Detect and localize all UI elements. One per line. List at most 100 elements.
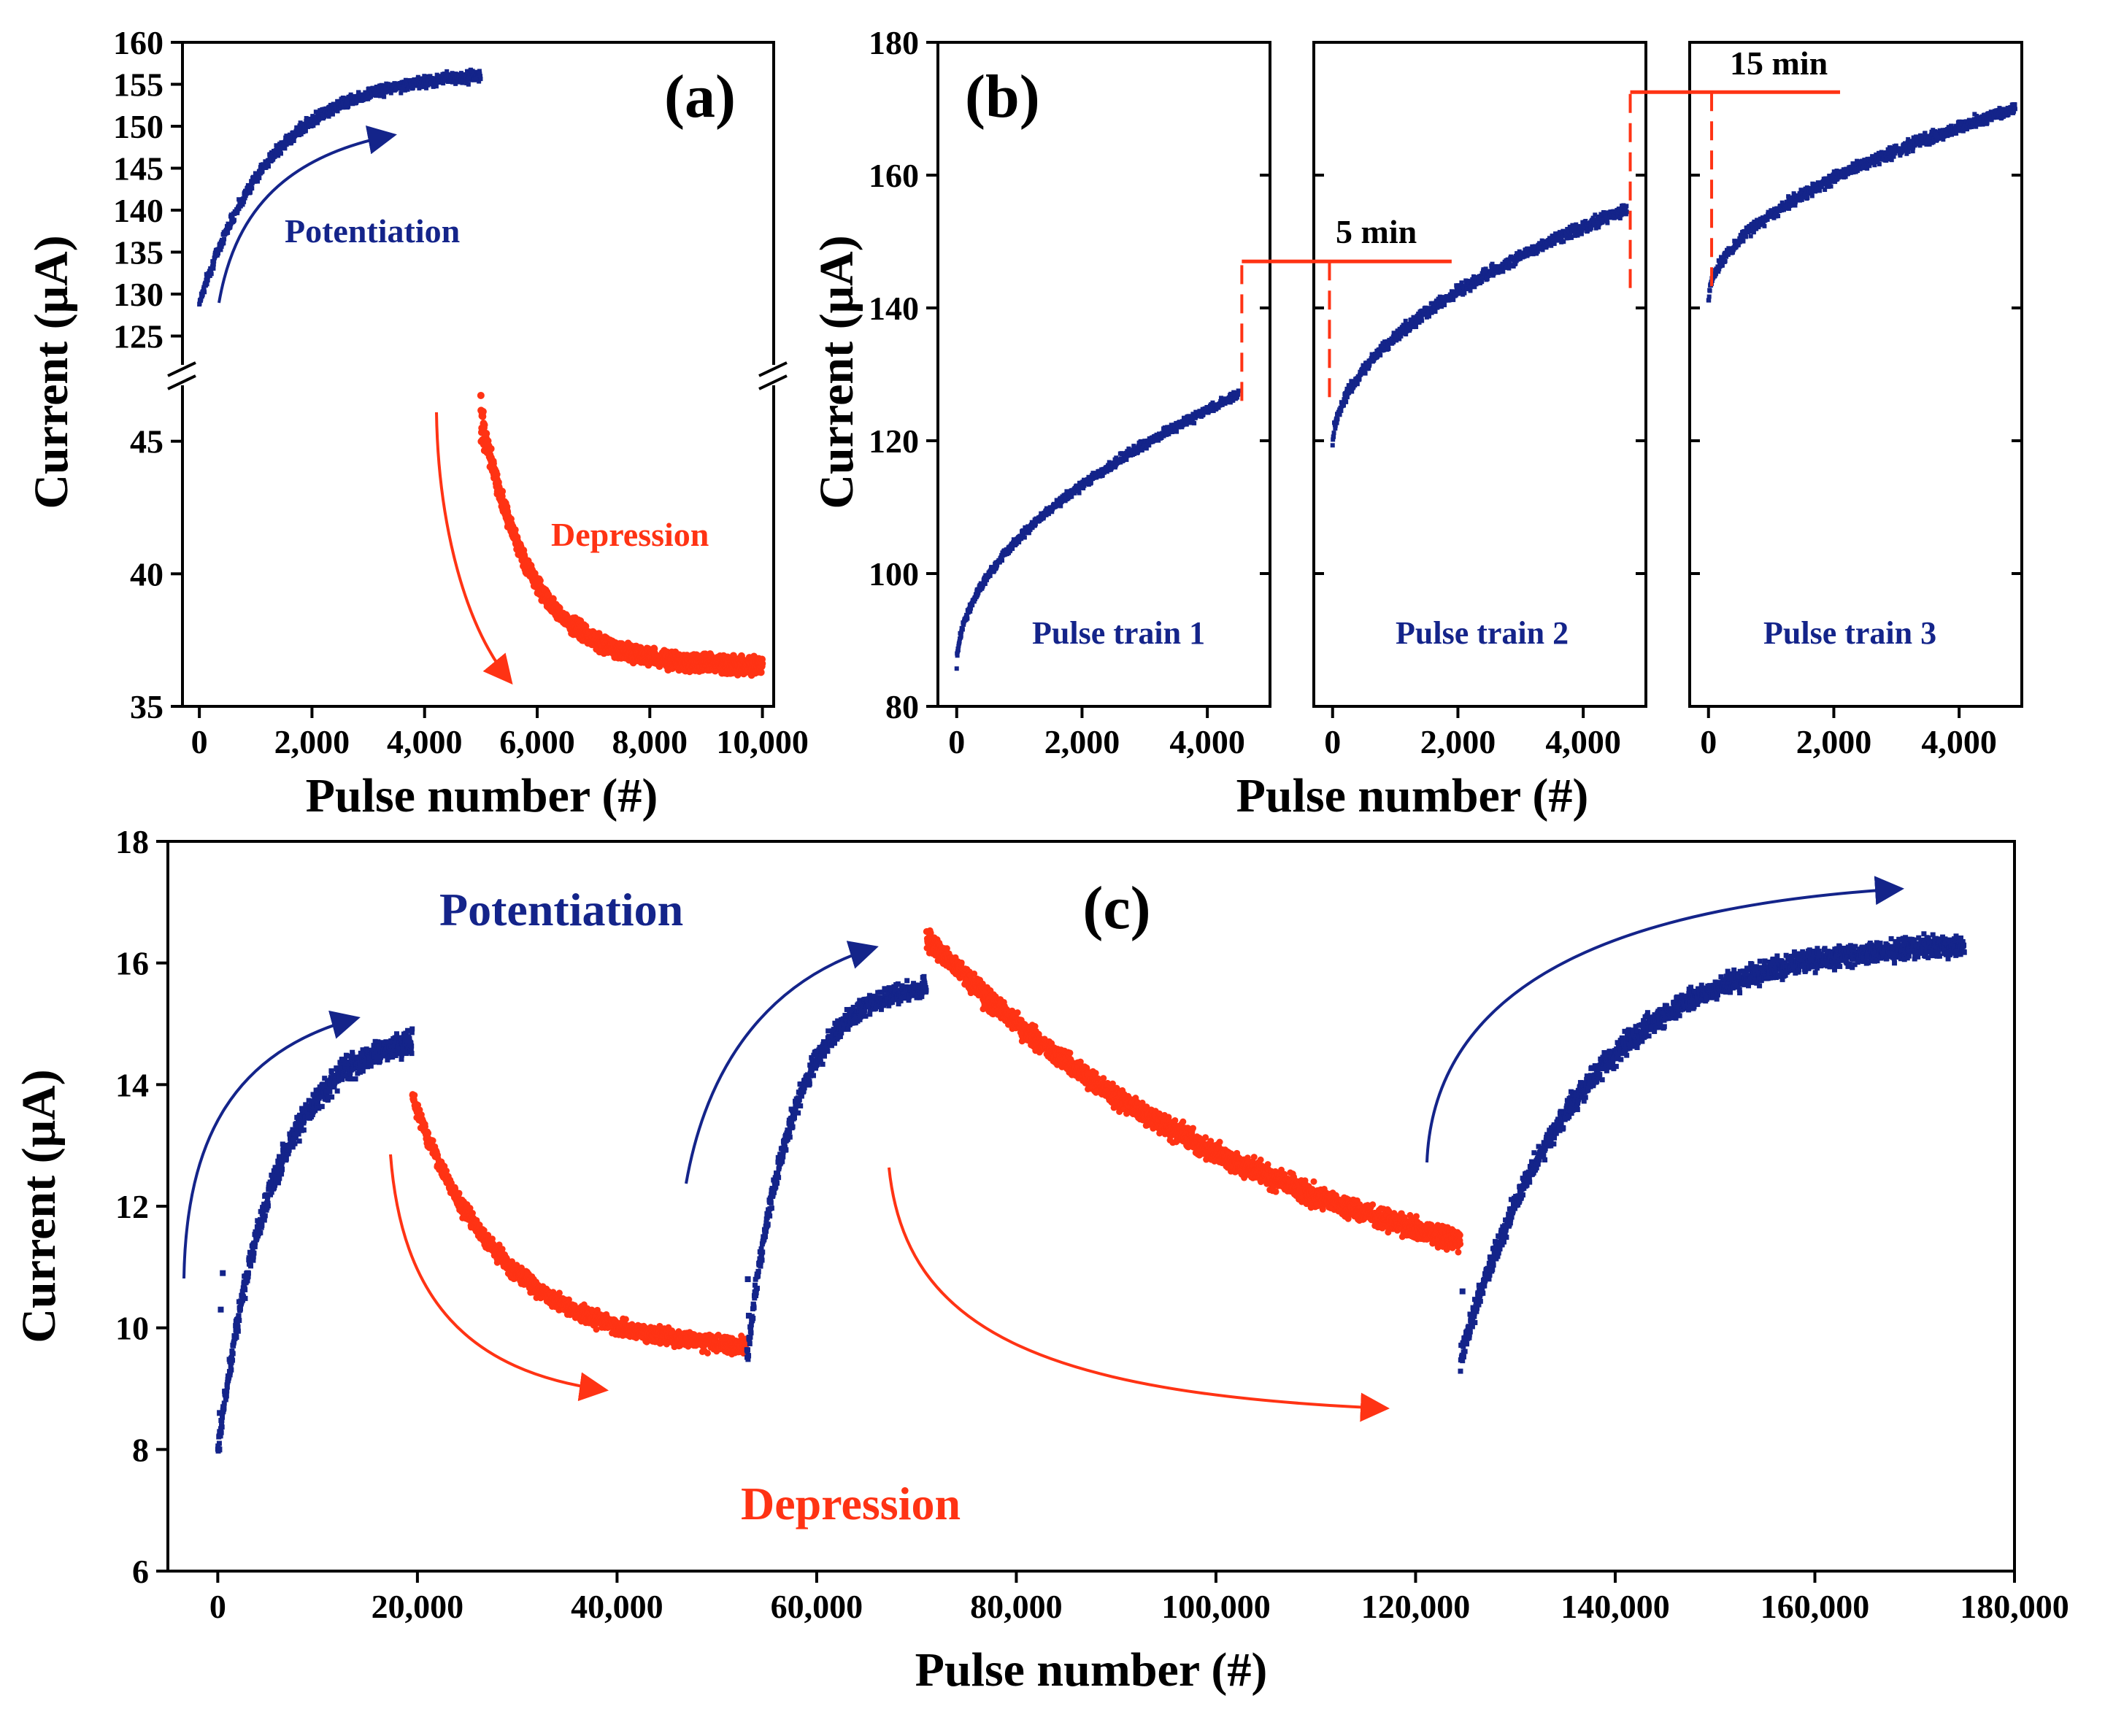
panel-a-depression-point	[758, 660, 766, 668]
panel-b-train-1-point	[988, 574, 993, 579]
panel-a-depression-label: Depression	[551, 516, 709, 553]
panel-b-train-1-point	[1077, 490, 1082, 495]
panel-a-top-ytick-label: 150	[113, 108, 163, 145]
panel-a-top-ytick-label: 145	[113, 150, 163, 188]
panel-a-potentiation-point	[211, 266, 216, 271]
panel-a-potentiation-point	[388, 90, 393, 96]
panel-b-train-2-point	[1624, 204, 1629, 209]
panel-a-potentiation-point	[318, 108, 323, 113]
panel-a-potentiation-point	[415, 74, 420, 80]
panel-a-potentiation-point	[403, 88, 408, 93]
panel-b-train-2-point	[1501, 269, 1506, 274]
panel-a-potentiation-point	[304, 115, 309, 120]
panel-a-potentiation-point	[209, 271, 214, 277]
panel-b-train-2-point	[1334, 420, 1339, 425]
panel-a-potentiation-point	[298, 120, 303, 126]
panel-b-train-2-point	[1344, 395, 1350, 400]
panel-b-train-2-point	[1433, 309, 1438, 315]
panel-a-potentiation-point	[219, 244, 224, 249]
panel-a-potentiation-point	[284, 142, 289, 147]
panel-a-potentiation-point	[434, 84, 439, 89]
panel-b-train-2-point	[1468, 288, 1473, 293]
panel-b-train-2-point	[1357, 377, 1362, 382]
panel-b-train-1-point	[1174, 429, 1180, 434]
panel-a-potentiation-point	[346, 104, 351, 109]
panel-a-depression-arrow	[435, 412, 513, 685]
panel-b-train-1-point	[955, 653, 960, 658]
panel-a-label: (a)	[664, 63, 736, 131]
panel-a-potentiation-point	[356, 90, 361, 95]
panel-a-potentiation-point	[406, 85, 411, 90]
panel-b-train-3-point	[1707, 288, 1712, 293]
panel-b-train-3-point	[1706, 294, 1712, 299]
panel-b-train-2-point	[1335, 417, 1340, 422]
panel-a-potentiation-point	[204, 282, 209, 287]
panel-a-potentiation-point	[257, 175, 262, 180]
panel-a-potentiation-point	[417, 81, 421, 86]
panel-a-potentiation-point	[266, 161, 271, 166]
panel-a-depression-point	[480, 421, 488, 429]
panel-a-depression-point	[536, 576, 544, 585]
panel-a-bottom-ytick-label: 40	[130, 555, 163, 593]
panel-b-train-2-point	[1442, 303, 1447, 308]
panel-a-potentiation-point	[350, 101, 355, 107]
panel-a-top-ytick-label: 155	[113, 66, 163, 104]
panel-b-train-2-point	[1459, 280, 1464, 285]
panel-b-train-3-point	[1823, 188, 1828, 193]
panel-a-potentiation-point	[354, 99, 359, 104]
panel-a-potentiation-point	[236, 207, 242, 212]
panel-a-depression-point	[499, 487, 507, 495]
panel-a-frame	[181, 41, 775, 708]
panel-a-ticks: 0 2,000 4,000 6,000 8,000 10,0001251301351401…	[113, 24, 809, 760]
panel-a-potentiation-point	[221, 241, 226, 246]
panel-a-potentiation-point	[348, 92, 353, 97]
panel-a-potentiation-point	[222, 236, 227, 242]
panel-a-potentiation-point	[337, 105, 342, 110]
panel-a-potentiation-point	[250, 186, 255, 191]
panel-b-train-2-point	[1479, 279, 1485, 285]
panel-b-train-3-point	[1744, 234, 1749, 239]
panel-a-potentiation-point	[441, 81, 446, 86]
panel-a-potentiation-point	[446, 73, 451, 78]
panel-a-potentiation-point	[226, 230, 231, 235]
panel-b-train-1-point	[958, 633, 963, 639]
panel-b-frame-3	[1688, 41, 2023, 708]
panel-b-train-1-point	[999, 558, 1004, 563]
panel-a-potentiation-point	[399, 90, 404, 96]
panel-b-train-1-point	[960, 627, 965, 632]
panel-b-train-2-point	[1339, 408, 1344, 413]
panel-a-potentiation-point	[202, 290, 207, 295]
panel-b-train-3-point	[1706, 298, 1712, 303]
panel-a-potentiation-point	[315, 120, 320, 126]
panel-a-potentiation-point	[228, 212, 234, 217]
panel-a-ylabel: Current (μA)	[25, 235, 78, 509]
panel-a-depression-point	[477, 391, 485, 399]
panel-a-top-ytick-label: 130	[113, 276, 163, 313]
panel-b-data	[954, 101, 2017, 671]
panel-a-potentiation-point	[405, 87, 410, 92]
panel-a-potentiation-point	[242, 196, 247, 201]
panel-a-bottom-ytick-label: 45	[130, 423, 163, 460]
panel-a-potentiation-point	[445, 69, 450, 74]
panel-a-potentiation-point	[231, 217, 236, 223]
panel-a-potentiation-point	[410, 85, 415, 90]
panel-a-depression-point	[487, 444, 495, 452]
panel-a-potentiation-point	[197, 301, 202, 306]
panel-b-train-2-point	[1575, 233, 1580, 238]
panel-a-potentiation-point	[478, 74, 483, 79]
panel-a-potentiation-point	[464, 69, 469, 74]
panel-b-train-3-point	[1776, 214, 1781, 219]
panel-a-potentiation-point	[326, 114, 331, 119]
panel-a-potentiation-point	[466, 82, 471, 87]
panel-a-potentiation-point	[288, 136, 293, 142]
panel-a-potentiation-point	[434, 81, 439, 86]
panel-a-potentiation-point	[381, 90, 386, 96]
panel-a-top-ytick-label: 140	[113, 192, 163, 229]
panel-a-potentiation-point	[466, 77, 471, 82]
panel-b-train-1-point	[1022, 535, 1027, 540]
panel-a-potentiation-point	[385, 89, 390, 94]
panel-a-potentiation-point	[478, 77, 483, 82]
panel-b-train-2-point	[1414, 324, 1419, 329]
